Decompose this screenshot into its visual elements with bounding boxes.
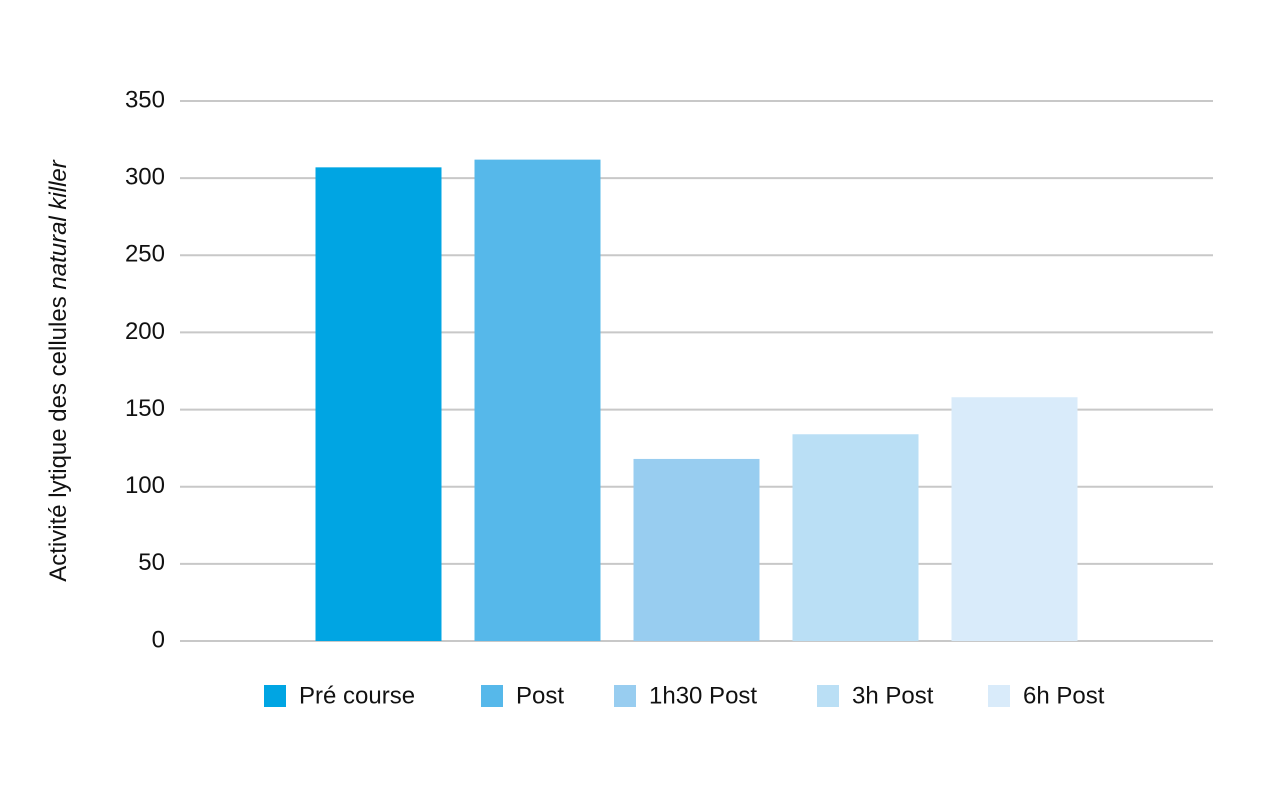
legend-label: Pré course: [299, 682, 415, 709]
legend-label: Post: [516, 682, 564, 709]
y-axis-label: Activité lytique des cellules natural ki…: [45, 159, 72, 582]
legend-swatch: [481, 685, 503, 707]
legend-label: 1h30 Post: [649, 682, 757, 709]
legend-label: 6h Post: [1023, 682, 1105, 709]
bar: [633, 458, 760, 641]
y-tick-label: 300: [125, 163, 165, 190]
bar: [792, 434, 919, 641]
legend-swatch: [264, 685, 286, 707]
bar: [474, 159, 601, 641]
y-tick-label: 350: [125, 86, 165, 113]
y-tick-label: 50: [138, 549, 165, 576]
y-tick-label: 0: [152, 626, 165, 653]
bar: [315, 167, 442, 642]
legend-swatch: [988, 685, 1010, 707]
y-axis-label-italic: natural killer: [45, 159, 72, 289]
y-tick-label: 150: [125, 395, 165, 422]
y-tick-label: 250: [125, 241, 165, 268]
y-tick-label: 200: [125, 318, 165, 345]
y-axis-label-text: Activité lytique des cellules: [45, 296, 72, 581]
legend-swatch: [614, 685, 636, 707]
bar: [951, 397, 1078, 641]
legend-swatch: [817, 685, 839, 707]
y-tick-label: 100: [125, 472, 165, 499]
legend-label: 3h Post: [852, 682, 934, 709]
